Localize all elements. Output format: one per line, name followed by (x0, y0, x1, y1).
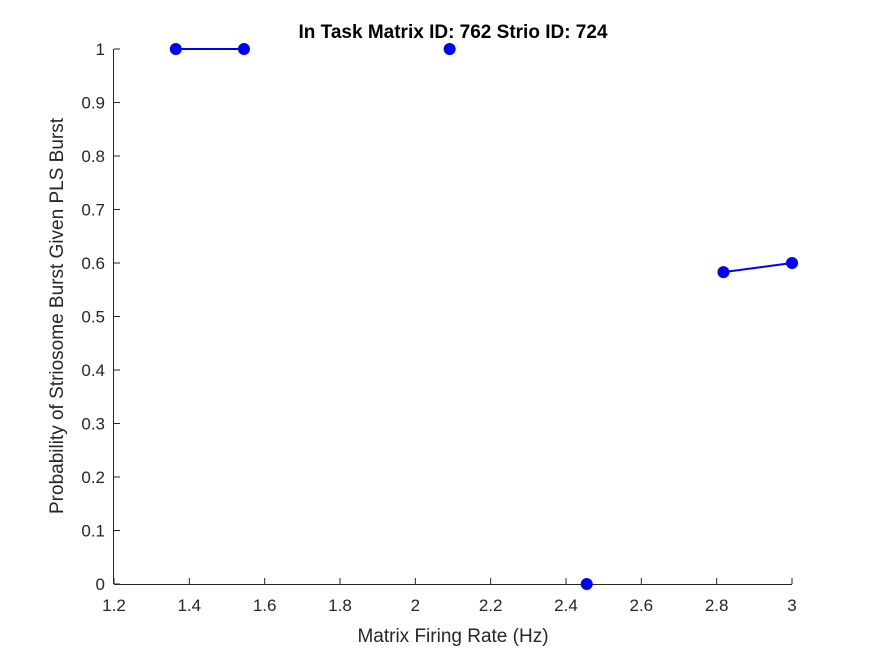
y-tick-label: 0.5 (81, 308, 105, 327)
x-tick-label: 3 (787, 596, 796, 615)
y-axis-label: Probability of Striosome Burst Given PLS… (47, 117, 68, 514)
x-ticks: 1.2 1.4 1.6 1.8 2 2.2 2.4 2.6 2.8 3 (102, 578, 797, 615)
axes: 1.2 1.4 1.6 1.8 2 2.2 2.4 2.6 2.8 3 0 0.1 0.2 0.3 0.4… (81, 40, 796, 615)
x-tick-label: 1.4 (178, 596, 202, 615)
x-tick-label: 2.8 (705, 596, 729, 615)
y-tick-label: 0.7 (81, 201, 105, 220)
y-tick-label: 0.1 (81, 522, 105, 541)
y-tick-label: 0.2 (81, 468, 105, 487)
x-tick-label: 2.4 (554, 596, 578, 615)
x-tick-label: 1.6 (253, 596, 277, 615)
data-point (717, 266, 730, 279)
x-tick-label: 1.2 (102, 596, 126, 615)
x-tick-label: 1.8 (328, 596, 352, 615)
data-point (237, 43, 250, 55)
y-tick-label: 0.4 (81, 361, 105, 380)
data-point (580, 578, 593, 590)
plot-series (169, 43, 798, 590)
data-point (169, 43, 182, 55)
y-tick-label: 0.8 (81, 147, 105, 166)
data-point (443, 43, 456, 55)
y-ticks: 0 0.1 0.2 0.3 0.4 0.5 0.6 0.7 0.8 0.9 1 (81, 40, 120, 594)
data-point (786, 257, 798, 269)
y-tick-label: 0.3 (81, 415, 105, 434)
x-tick-label: 2.2 (479, 596, 503, 615)
x-axis-label: Matrix Firing Rate (Hz) (357, 626, 548, 647)
y-tick-label: 1 (96, 40, 105, 59)
y-tick-label: 0 (96, 575, 105, 594)
series-line-segment (723, 262, 793, 274)
x-tick-label: 2 (411, 596, 420, 615)
chart-title: In Task Matrix ID: 762 Strio ID: 724 (298, 22, 607, 43)
x-tick-label: 2.6 (630, 596, 654, 615)
y-tick-label: 0.9 (81, 94, 105, 113)
y-tick-label: 0.6 (81, 254, 105, 273)
